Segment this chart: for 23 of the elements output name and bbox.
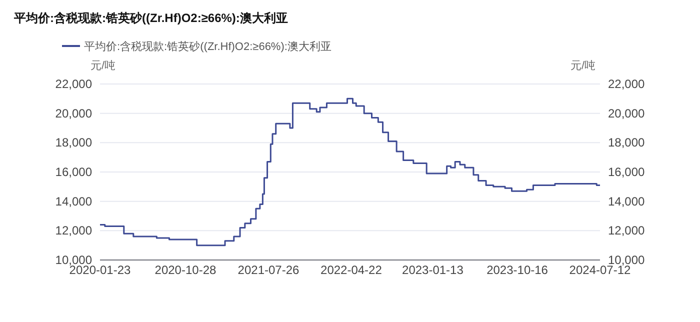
y-tick-label: 12,000: [55, 224, 92, 238]
x-tick-label: 2021-07-26: [238, 263, 300, 277]
y2-axis-title: 元/吨: [570, 59, 596, 72]
chart-title: 平均价:含税现款:锆英砂((Zr.Hf)O2:≥66%):澳大利亚: [13, 11, 288, 25]
y-tick-label: 16,000: [55, 165, 92, 179]
x-tick-label: 2020-10-28: [154, 263, 216, 277]
y-tick-label: 20,000: [55, 106, 92, 120]
y-tick-label: 18,000: [55, 136, 92, 150]
y-axis-title: 元/吨: [90, 59, 116, 72]
y2-tick-label: 14,000: [608, 194, 646, 208]
y-tick-label: 22,000: [55, 77, 92, 91]
y2-tick-label: 20,000: [608, 106, 646, 120]
x-tick-label: 2022-04-22: [320, 263, 382, 277]
x-tick-label: 2023-01-13: [402, 263, 464, 277]
legend-label: 平均价:含税现款:锆英砂((Zr.Hf)O2:≥66%):澳大利亚: [84, 40, 332, 53]
y2-tick-label: 12,000: [608, 224, 646, 238]
y-tick-label: 14,000: [55, 194, 92, 208]
y2-tick-label: 22,000: [608, 77, 646, 91]
y-tick-label: 10,000: [55, 253, 92, 267]
x-tick-label: 2023-10-16: [486, 263, 548, 277]
y2-tick-label: 10,000: [608, 253, 646, 267]
y2-tick-label: 16,000: [608, 165, 646, 179]
y2-tick-label: 18,000: [608, 136, 646, 150]
